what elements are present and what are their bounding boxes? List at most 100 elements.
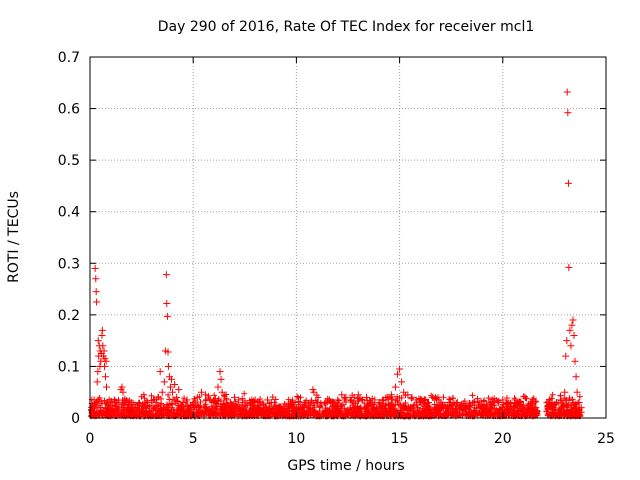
data-point bbox=[434, 403, 441, 410]
data-point bbox=[499, 396, 507, 404]
data-point bbox=[257, 410, 264, 417]
data-point bbox=[191, 395, 198, 402]
data-point bbox=[148, 401, 156, 409]
data-point bbox=[259, 401, 267, 409]
data-point bbox=[179, 399, 187, 407]
data-point bbox=[170, 407, 177, 414]
data-point bbox=[577, 404, 585, 412]
data-point bbox=[533, 412, 540, 419]
data-point bbox=[251, 407, 258, 414]
data-point bbox=[235, 396, 243, 404]
data-point bbox=[338, 402, 345, 409]
data-point bbox=[164, 348, 172, 356]
data-point bbox=[321, 399, 329, 407]
data-point bbox=[276, 404, 284, 412]
data-point bbox=[184, 409, 191, 416]
data-point bbox=[462, 410, 469, 417]
data-point bbox=[173, 393, 181, 401]
data-point bbox=[400, 388, 408, 396]
data-point bbox=[558, 404, 565, 411]
data-point bbox=[575, 407, 582, 414]
data-point bbox=[492, 409, 499, 416]
data-point bbox=[458, 401, 466, 409]
data-point bbox=[429, 393, 437, 401]
data-point bbox=[163, 312, 171, 320]
data-point bbox=[532, 404, 540, 412]
data-point bbox=[471, 398, 478, 405]
data-point bbox=[208, 409, 215, 416]
data-point bbox=[488, 410, 495, 417]
data-point bbox=[163, 401, 170, 408]
data-point bbox=[424, 400, 431, 407]
data-point bbox=[217, 375, 225, 383]
data-point bbox=[385, 400, 392, 407]
data-point bbox=[453, 399, 461, 407]
data-point bbox=[450, 395, 457, 402]
data-point bbox=[564, 179, 572, 187]
plot-border bbox=[89, 56, 607, 419]
data-point bbox=[146, 407, 153, 414]
data-point bbox=[104, 408, 111, 415]
data-point bbox=[92, 275, 100, 283]
data-point bbox=[160, 378, 168, 386]
data-point bbox=[214, 397, 221, 404]
data-point bbox=[431, 411, 438, 418]
data-point bbox=[478, 404, 486, 412]
data-point bbox=[305, 401, 313, 409]
y-axis-ticks: 0 0.1 0.2 0.3 0.4 0.5 0.6 0.7 bbox=[58, 50, 606, 427]
data-point bbox=[169, 401, 176, 408]
data-point bbox=[367, 399, 375, 407]
data-point bbox=[387, 391, 395, 399]
data-point bbox=[280, 410, 287, 417]
data-point bbox=[473, 407, 480, 414]
data-point bbox=[339, 401, 346, 408]
data-point bbox=[154, 393, 162, 401]
data-point bbox=[552, 411, 559, 418]
x-tick-label: 5 bbox=[189, 431, 198, 447]
data-point bbox=[170, 396, 177, 403]
data-point bbox=[379, 396, 387, 404]
data-point bbox=[245, 409, 252, 416]
data-point bbox=[561, 388, 569, 396]
data-point bbox=[383, 411, 390, 418]
data-point bbox=[138, 409, 145, 416]
data-point bbox=[191, 405, 198, 412]
y-tick-label: 0.7 bbox=[58, 50, 80, 66]
data-point bbox=[289, 398, 296, 405]
data-point bbox=[156, 368, 164, 376]
x-tick-label: 0 bbox=[86, 431, 95, 447]
data-point bbox=[567, 342, 575, 350]
data-point bbox=[209, 405, 216, 412]
data-point bbox=[379, 402, 386, 409]
data-point bbox=[549, 391, 556, 398]
x-tick-label: 20 bbox=[494, 431, 512, 447]
data-point bbox=[98, 326, 106, 334]
data-point bbox=[330, 399, 338, 407]
data-point bbox=[317, 401, 325, 409]
data-point bbox=[118, 383, 126, 391]
data-point bbox=[203, 404, 210, 411]
data-point bbox=[165, 391, 172, 398]
data-point bbox=[89, 404, 97, 412]
data-point bbox=[469, 410, 476, 417]
data-point bbox=[350, 393, 358, 401]
data-point bbox=[495, 399, 503, 407]
data-point bbox=[482, 401, 490, 409]
data-point bbox=[548, 401, 556, 409]
data-point bbox=[387, 409, 394, 416]
data-point bbox=[171, 380, 179, 388]
data-point bbox=[156, 409, 163, 416]
data-point bbox=[525, 400, 532, 407]
data-point bbox=[166, 383, 174, 391]
data-point bbox=[566, 394, 573, 401]
data-point bbox=[449, 401, 457, 409]
data-point bbox=[325, 396, 333, 404]
data-point bbox=[197, 399, 204, 406]
data-point bbox=[127, 399, 135, 407]
data-point bbox=[230, 393, 238, 401]
data-point bbox=[294, 393, 301, 400]
data-point bbox=[289, 399, 296, 406]
data-point bbox=[334, 396, 342, 404]
data-point bbox=[284, 403, 292, 411]
data-points bbox=[88, 88, 585, 416]
